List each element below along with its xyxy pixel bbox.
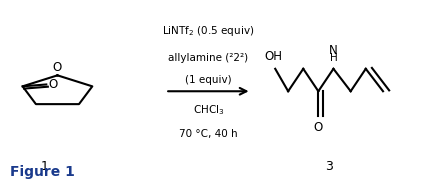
Text: 1: 1	[40, 160, 49, 173]
Text: CHCl$_3$: CHCl$_3$	[193, 103, 224, 117]
Text: O: O	[314, 121, 323, 134]
Text: (1 equiv): (1 equiv)	[185, 75, 232, 85]
Text: H: H	[329, 53, 337, 63]
Text: Figure 1: Figure 1	[10, 165, 75, 179]
Text: LiNTf$_2$ (0.5 equiv): LiNTf$_2$ (0.5 equiv)	[162, 24, 254, 38]
Text: N: N	[329, 44, 338, 57]
Text: O: O	[49, 78, 58, 91]
Text: 70 °C, 40 h: 70 °C, 40 h	[179, 129, 238, 139]
Text: OH: OH	[264, 50, 282, 63]
Text: allylamine (²2²): allylamine (²2²)	[168, 53, 248, 63]
Text: 3: 3	[325, 160, 333, 173]
Text: O: O	[53, 61, 62, 74]
